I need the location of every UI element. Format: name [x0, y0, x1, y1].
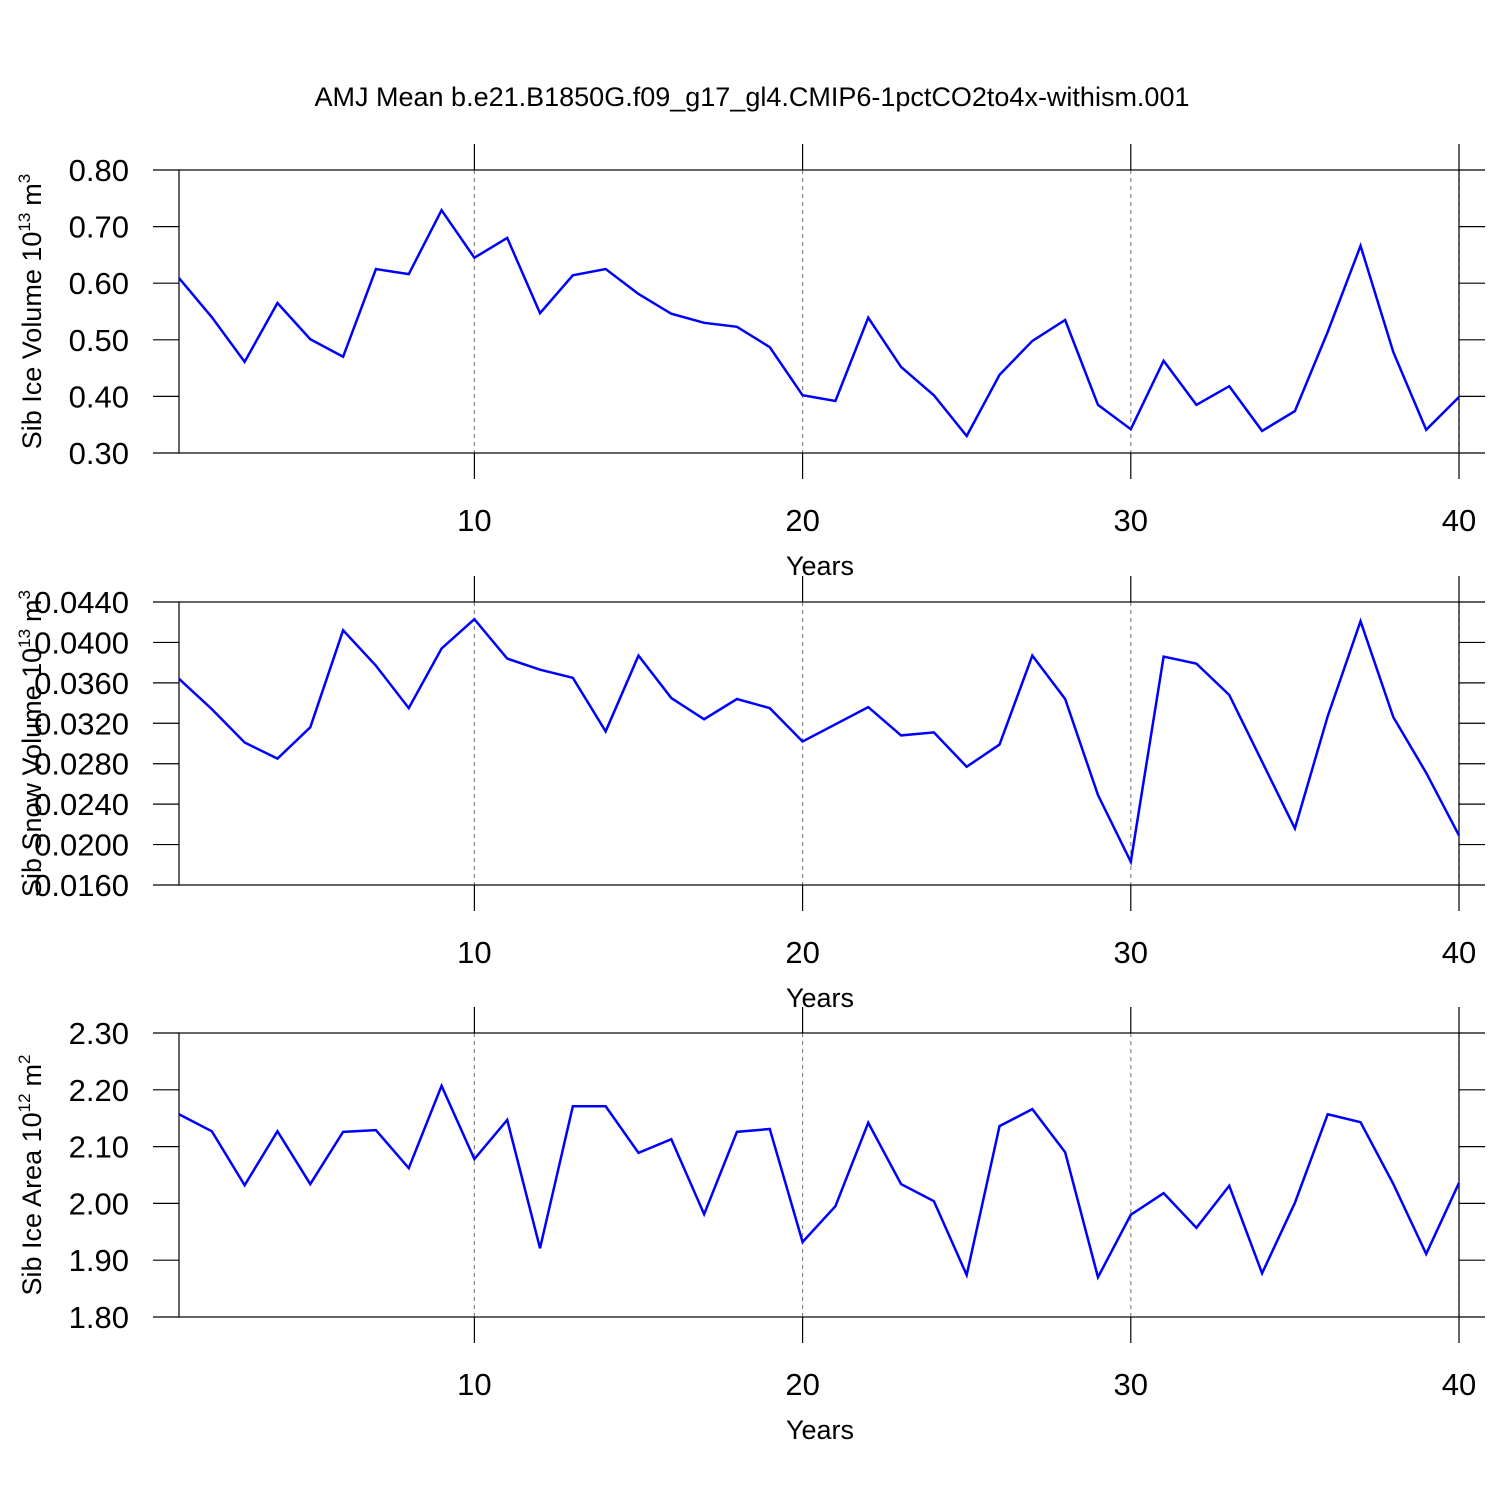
- y-label-text: Sib Snow Volume 10: [17, 648, 47, 897]
- y-tick-label: 0.0280: [34, 747, 129, 782]
- x-tick-label: 40: [1442, 503, 1476, 538]
- y-axis-label: Sib Ice Area 1012 m2: [15, 1054, 47, 1295]
- y-tick-label: 0.50: [69, 323, 129, 358]
- y-tick-label: 0.0400: [34, 625, 129, 660]
- y-tick-label: 2.10: [69, 1130, 129, 1165]
- y-tick-label: 0.30: [69, 436, 129, 471]
- y-tick-label: 0.0200: [34, 828, 129, 863]
- x-tick-label: 10: [457, 503, 491, 538]
- data-line: [178, 207, 1460, 439]
- y-label-exponent: 13: [15, 213, 34, 232]
- x-axis-label: Years: [786, 551, 854, 581]
- y-tick-label: 0.0440: [34, 585, 129, 620]
- chart-title: AMJ Mean b.e21.B1850G.f09_g17_gl4.CMIP6-…: [315, 82, 1190, 112]
- y-label-unit-exponent: 3: [15, 174, 34, 183]
- y-tick-label: 0.40: [69, 379, 129, 414]
- x-tick-label: 40: [1442, 935, 1476, 970]
- y-tick-label: 2.20: [69, 1073, 129, 1108]
- y-label-exponent: 12: [15, 1093, 34, 1112]
- y-tick-label: 0.0360: [34, 666, 129, 701]
- y-tick-label: 0.60: [69, 266, 129, 301]
- y-label-text: Sib Ice Volume 10: [17, 232, 47, 450]
- y-tick-label: 2.00: [69, 1186, 129, 1221]
- y-tick-label: 0.70: [69, 210, 129, 245]
- y-tick-label: 0.0240: [34, 787, 129, 822]
- y-tick-label: 2.30: [69, 1016, 129, 1051]
- plot-frame: [178, 601, 1460, 886]
- y-label-unit: m: [17, 183, 47, 206]
- x-tick-label: 30: [1114, 1367, 1148, 1402]
- y-label-unit: m: [17, 1064, 47, 1087]
- y-axis-label: Sib Snow Volume 1013 m3: [15, 590, 47, 897]
- data-line: [178, 1082, 1461, 1281]
- x-tick-label: 20: [785, 935, 819, 970]
- x-tick-label: 40: [1442, 1367, 1476, 1402]
- y-tick-label: 1.90: [69, 1243, 129, 1278]
- x-axis-label: Years: [786, 983, 854, 1013]
- y-tick-label: 0.0160: [34, 868, 129, 903]
- x-tick-label: 20: [785, 1367, 819, 1402]
- y-label-unit-exponent: 3: [15, 590, 34, 599]
- plot-frame: [178, 1032, 1460, 1318]
- y-tick-label: 0.0320: [34, 706, 129, 741]
- x-tick-label: 20: [785, 503, 819, 538]
- plot-frame: [178, 169, 1460, 454]
- x-tick-label: 30: [1114, 935, 1148, 970]
- y-tick-label: 0.80: [69, 153, 129, 188]
- data-line: [178, 617, 1461, 866]
- x-tick-label: 10: [457, 1367, 491, 1402]
- y-label-unit-exponent: 2: [15, 1054, 34, 1063]
- y-label-text: Sib Ice Area 10: [17, 1112, 47, 1295]
- y-label-exponent: 13: [15, 629, 34, 648]
- y-label-unit: m: [17, 599, 47, 622]
- y-tick-label: 1.80: [69, 1300, 129, 1335]
- x-tick-label: 30: [1114, 503, 1148, 538]
- y-axis-label: Sib Ice Volume 1013 m3: [15, 174, 47, 450]
- x-axis-label: Years: [786, 1415, 854, 1445]
- x-tick-label: 10: [457, 935, 491, 970]
